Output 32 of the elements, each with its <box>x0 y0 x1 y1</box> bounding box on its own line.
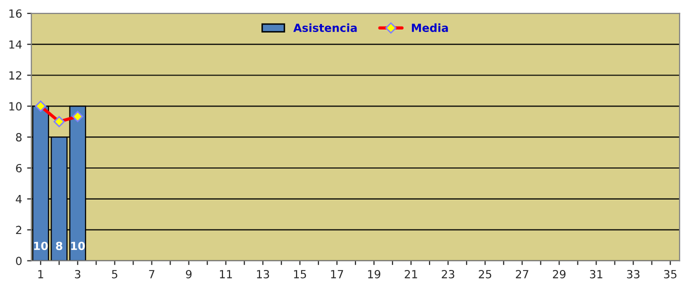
x-tick-label: 9 <box>186 270 192 278</box>
data-label: 10 <box>34 242 48 250</box>
x-tick-label: 31 <box>590 270 602 278</box>
legend-label: Media <box>412 23 448 32</box>
data-label: 8 <box>56 242 62 250</box>
y-tick-label: 8 <box>16 133 22 142</box>
x-tick-label: 29 <box>552 270 566 278</box>
legend-label: Asistencia <box>293 23 357 32</box>
y-tick-label: 12 <box>9 71 22 80</box>
data-label: 10 <box>71 242 85 250</box>
x-tick-label: 11 <box>220 270 232 278</box>
x-tick-label: 23 <box>442 270 454 278</box>
x-tick-label: 7 <box>149 270 154 278</box>
y-tick-label: 14 <box>9 40 22 49</box>
x-tick-label: 33 <box>627 270 640 278</box>
x-tick-label: 3 <box>74 270 80 278</box>
x-tick-label: 25 <box>478 270 492 278</box>
x-tick-label: 35 <box>664 270 676 278</box>
y-tick-label: 0 <box>16 256 22 266</box>
y-tick-label: 16 <box>9 9 22 18</box>
x-tick-label: 27 <box>516 270 528 278</box>
x-tick-label: 15 <box>294 270 306 278</box>
y-tick-label: 4 <box>16 195 22 204</box>
x-tick-label: 21 <box>404 270 418 278</box>
x-tick-label: 13 <box>257 270 270 278</box>
x-tick-label: 17 <box>331 270 344 278</box>
x-tick-label: 19 <box>368 270 380 278</box>
x-tick-label: 1 <box>38 270 44 278</box>
x-tick-label: 5 <box>112 270 118 278</box>
y-tick-label: 10 <box>9 102 22 111</box>
y-tick-label: 6 <box>16 164 22 172</box>
y-tick-label: 2 <box>16 226 22 234</box>
